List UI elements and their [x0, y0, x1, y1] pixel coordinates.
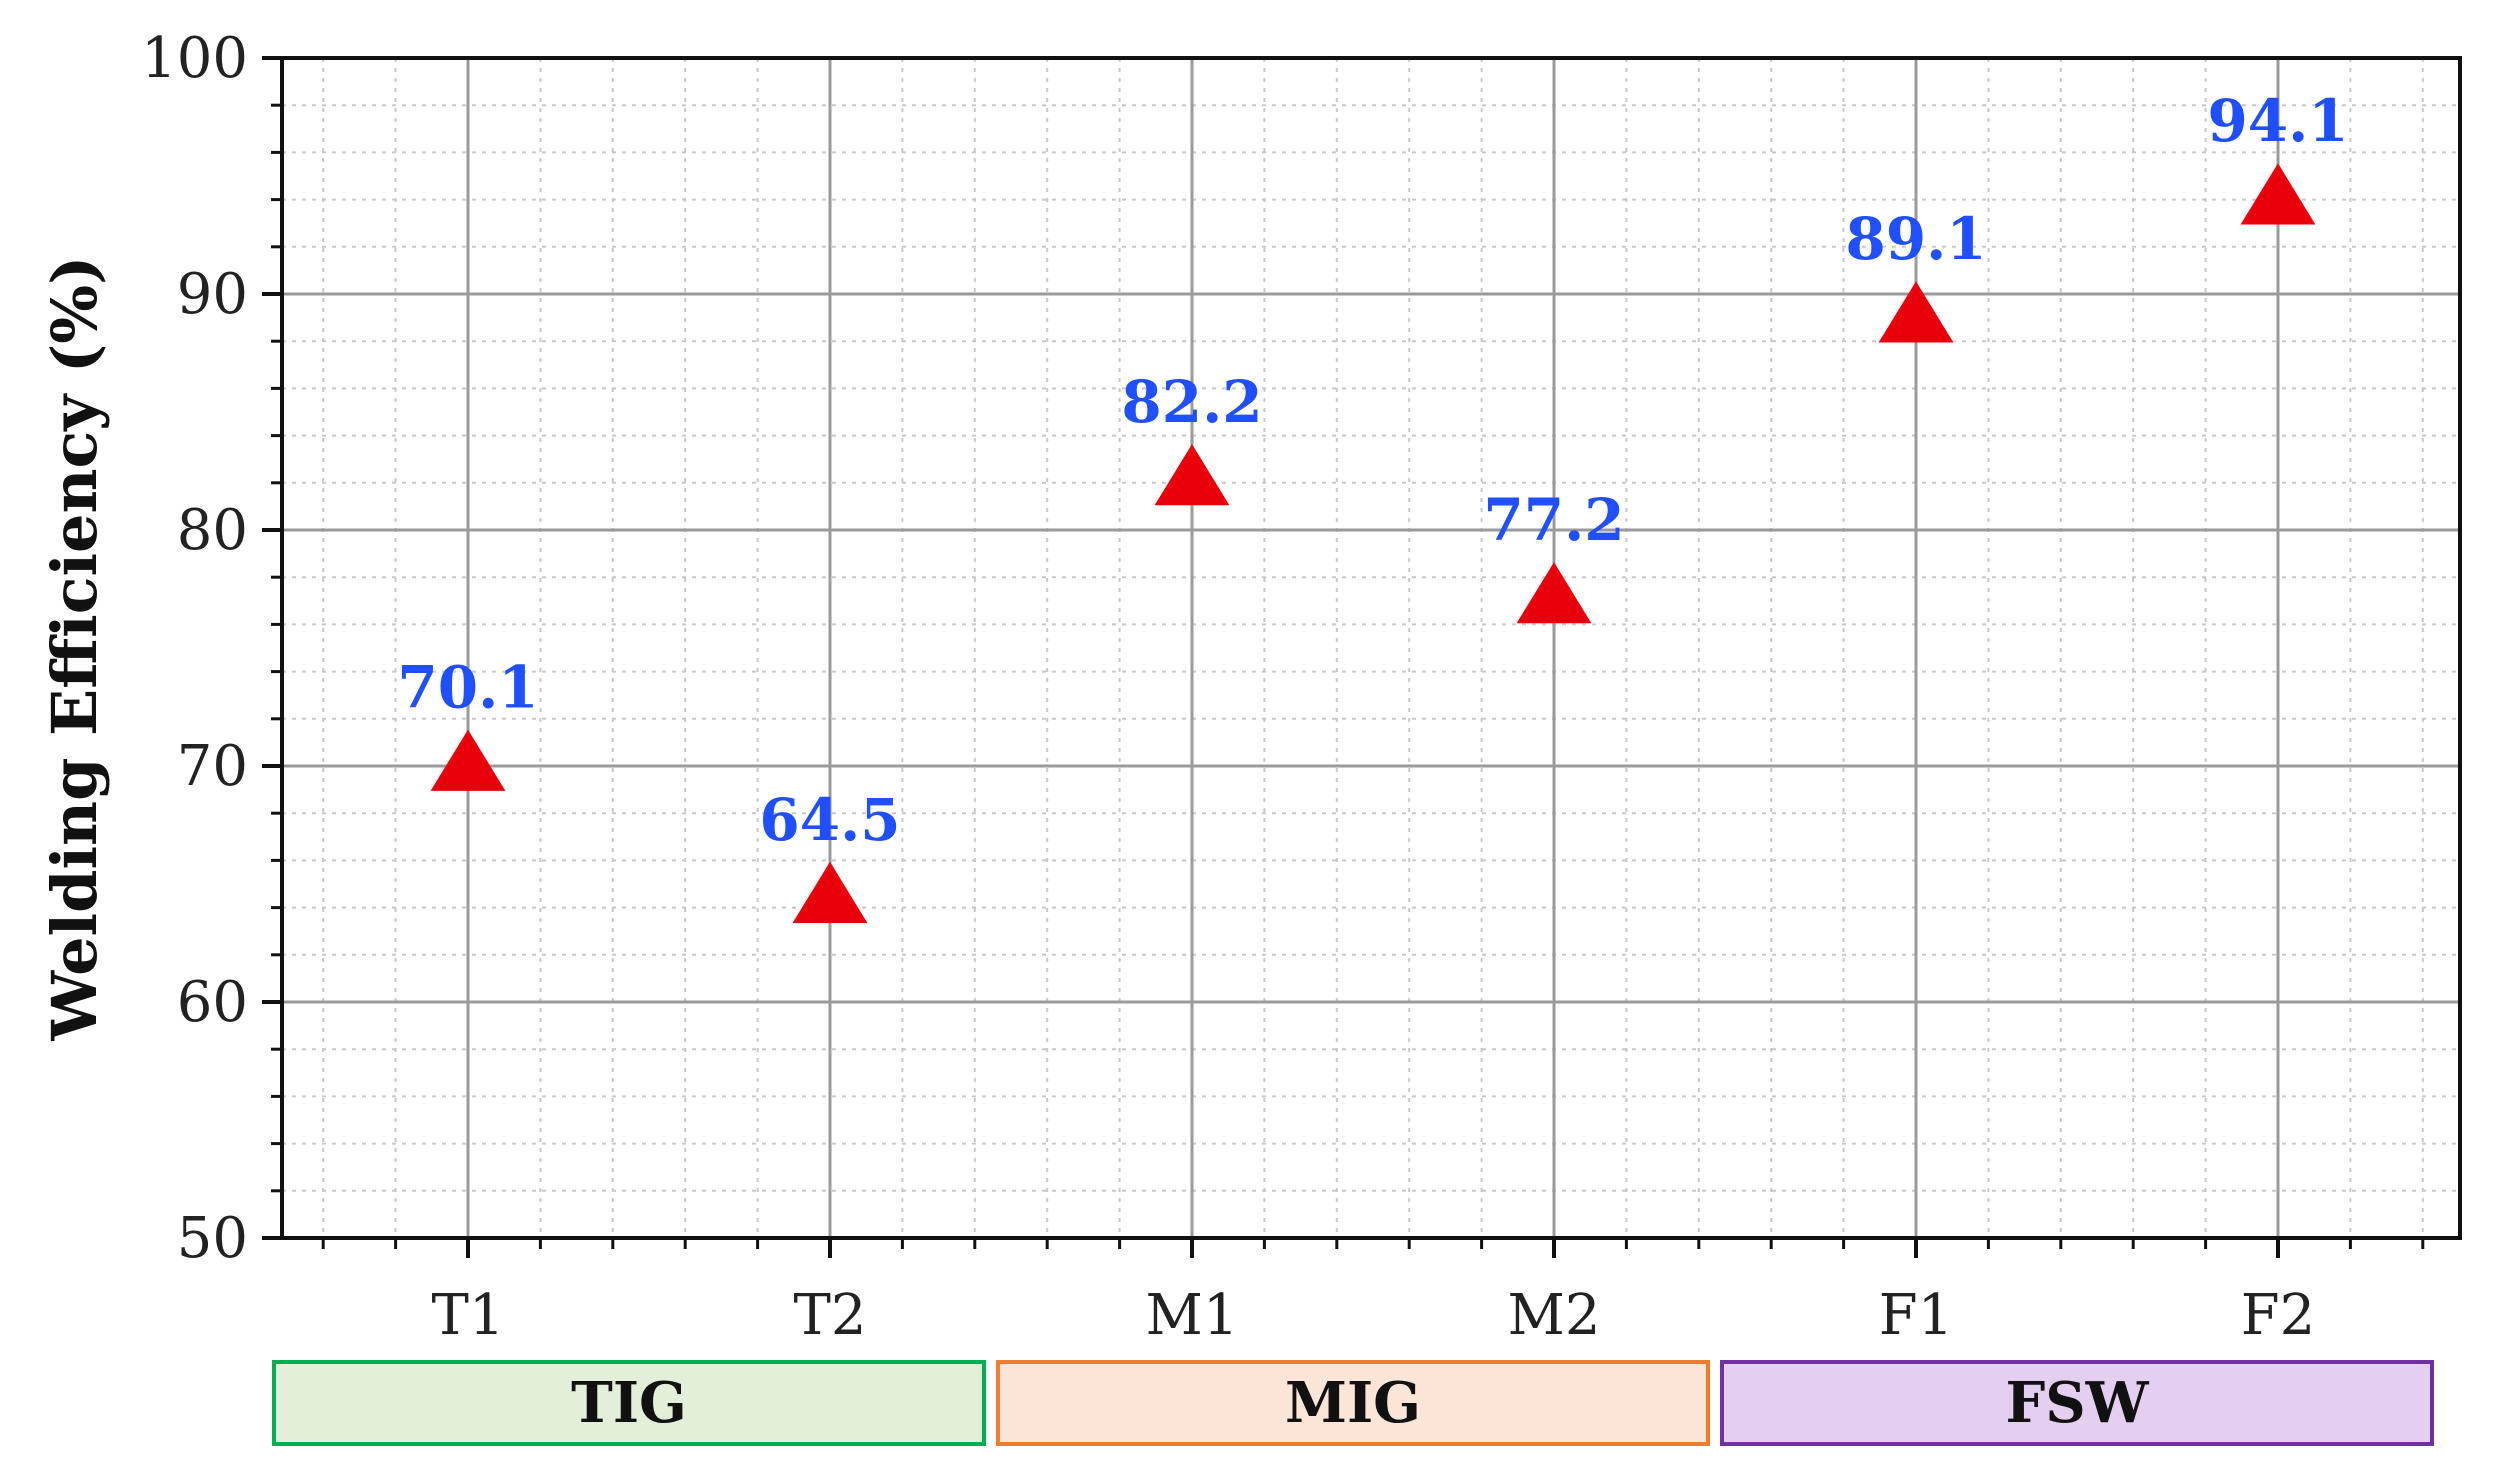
- y-tick-label: 50: [177, 1206, 248, 1271]
- y-tick-label: 80: [177, 498, 248, 563]
- data-point-f2: [2240, 163, 2316, 225]
- data-label-f1: 89.1: [1845, 205, 1986, 273]
- plot-frame: [280, 56, 2462, 1240]
- y-tick-label: 100: [141, 26, 248, 91]
- data-point-m1: [1154, 444, 1230, 506]
- x-tick-label: M1: [1146, 1283, 1239, 1348]
- data-point-f1: [1878, 281, 1954, 343]
- major-grid: [282, 58, 2460, 1238]
- data-label-m2: 77.2: [1483, 486, 1624, 554]
- data-point-t1: [430, 729, 506, 791]
- data-label-m1: 82.2: [1121, 368, 1262, 436]
- group-box-fsw: [1720, 1360, 2434, 1446]
- minor-grid: [282, 58, 2460, 1238]
- y-axis-title: Welding Efficiency (%): [38, 256, 111, 1042]
- data-label-t1: 70.1: [397, 654, 538, 722]
- group-label-tig: TIG: [571, 1370, 687, 1436]
- data-label-f2: 94.1: [2207, 87, 2348, 155]
- group-box-mig: [996, 1360, 1710, 1446]
- axis-ticks: [262, 56, 2425, 1258]
- y-tick-label: 90: [177, 262, 248, 327]
- x-tick-label: F2: [2241, 1283, 2315, 1348]
- data-label-t2: 64.5: [759, 786, 900, 854]
- y-tick-label: 70: [177, 734, 248, 799]
- x-tick-label: T2: [794, 1283, 867, 1348]
- x-tick-label: T1: [432, 1283, 505, 1348]
- x-tick-label: F1: [1879, 1283, 1953, 1348]
- x-tick-label: M2: [1508, 1283, 1601, 1348]
- x-tick-labels: T1 T2 M1 M2 F1 F2: [432, 1283, 2316, 1348]
- data-point-m2: [1516, 562, 1592, 624]
- process-groups: TIG MIG FSW: [272, 1360, 2434, 1446]
- y-tick-labels: 50 60 70 80 90 100: [141, 26, 248, 1271]
- group-box-tig: [272, 1360, 986, 1446]
- data-markers: [430, 163, 2316, 923]
- group-label-mig: MIG: [1285, 1370, 1421, 1436]
- group-label-fsw: FSW: [2005, 1370, 2149, 1436]
- data-point-t2: [792, 861, 868, 923]
- y-tick-label: 60: [177, 970, 248, 1035]
- data-labels: 70.1 64.5 82.2 77.2 89.1 94.1: [397, 87, 2348, 854]
